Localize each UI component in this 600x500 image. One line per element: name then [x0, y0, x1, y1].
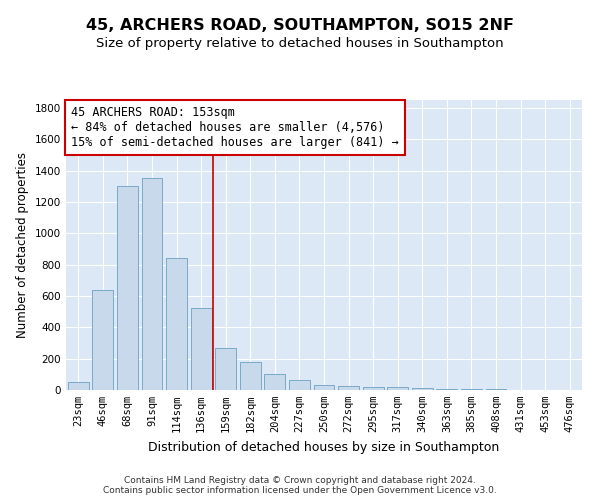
Y-axis label: Number of detached properties: Number of detached properties: [16, 152, 29, 338]
Bar: [387, 388, 408, 390]
Text: Size of property relative to detached houses in Southampton: Size of property relative to detached ho…: [96, 38, 504, 51]
Bar: [215, 348, 236, 390]
Text: Contains HM Land Registry data © Crown copyright and database right 2024.
Contai: Contains HM Land Registry data © Crown c…: [103, 476, 497, 495]
Text: 45 ARCHERS ROAD: 153sqm
← 84% of detached houses are smaller (4,576)
15% of semi: 45 ARCHERS ROAD: 153sqm ← 84% of detache…: [71, 106, 399, 149]
Bar: [436, 388, 457, 390]
Bar: [240, 362, 261, 390]
Bar: [117, 186, 138, 390]
X-axis label: Distribution of detached houses by size in Southampton: Distribution of detached houses by size …: [148, 440, 500, 454]
Bar: [68, 382, 89, 390]
Bar: [412, 388, 433, 390]
Bar: [338, 386, 359, 390]
Bar: [142, 178, 163, 390]
Bar: [362, 387, 383, 390]
Bar: [166, 258, 187, 390]
Text: 45, ARCHERS ROAD, SOUTHAMPTON, SO15 2NF: 45, ARCHERS ROAD, SOUTHAMPTON, SO15 2NF: [86, 18, 514, 32]
Bar: [92, 290, 113, 390]
Bar: [314, 386, 334, 390]
Bar: [265, 374, 286, 390]
Bar: [191, 308, 212, 390]
Bar: [461, 389, 482, 390]
Bar: [485, 389, 506, 390]
Bar: [289, 380, 310, 390]
